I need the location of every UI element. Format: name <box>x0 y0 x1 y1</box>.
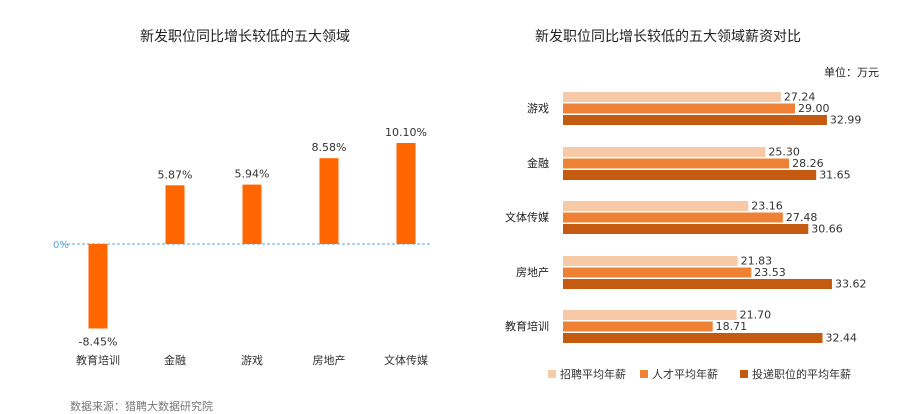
bar <box>563 333 823 343</box>
data-label: 30.66 <box>811 223 843 236</box>
bar <box>563 147 766 157</box>
bar <box>563 321 713 332</box>
bar <box>563 158 790 169</box>
legend-swatch <box>640 370 648 378</box>
y-tick-label: 游戏 <box>527 102 549 115</box>
bar <box>563 212 783 223</box>
bar <box>563 115 827 125</box>
right-chart-title: 新发职位同比增长较低的五大领域薪资对比 <box>535 29 801 45</box>
data-label: 18.71 <box>716 320 748 333</box>
bar <box>165 185 185 244</box>
data-label: 5.87% <box>158 168 193 181</box>
bar <box>88 244 108 329</box>
data-label: 32.44 <box>826 332 858 345</box>
bar <box>319 158 339 244</box>
bar <box>563 279 832 289</box>
data-label: 23.53 <box>754 266 786 279</box>
data-label: 31.65 <box>819 169 851 182</box>
data-label: 29.00 <box>798 102 830 115</box>
x-tick-label: 文体传媒 <box>384 353 428 367</box>
data-label: 27.48 <box>786 211 818 224</box>
data-label: 8.58% <box>312 141 347 154</box>
bar <box>563 267 752 278</box>
data-label: -8.45% <box>79 336 118 349</box>
legend-label: 投递职位的平均年薪 <box>752 367 851 381</box>
bar <box>242 184 262 244</box>
x-tick-label: 教育培训 <box>76 353 120 367</box>
bar <box>563 103 795 114</box>
data-label: 21.83 <box>741 255 773 268</box>
left-chart-title: 新发职位同比增长较低的五大领域 <box>140 29 350 45</box>
unit-label: 单位：万元 <box>824 66 879 79</box>
y-tick-label: 文体传媒 <box>505 210 549 224</box>
bar <box>563 170 817 180</box>
data-label: 27.24 <box>784 91 816 104</box>
data-label: 21.70 <box>740 309 772 322</box>
data-label: 25.30 <box>768 146 800 159</box>
data-label: 32.99 <box>830 114 862 127</box>
data-label: 10.10% <box>385 126 427 139</box>
bar <box>396 143 416 244</box>
bar <box>563 224 809 234</box>
bar <box>563 201 749 211</box>
y-tick-label: 房地产 <box>516 265 549 279</box>
y-tick-label: 教育培训 <box>505 319 549 333</box>
x-tick-label: 游戏 <box>241 354 263 367</box>
bar <box>563 92 781 102</box>
x-tick-label: 金融 <box>164 353 186 367</box>
data-label: 23.16 <box>751 200 783 213</box>
legend-label: 招聘平均年薪 <box>560 367 626 381</box>
data-label: 33.62 <box>835 278 867 291</box>
x-tick-label: 房地产 <box>313 353 346 367</box>
bar <box>563 256 738 266</box>
data-label: 5.94% <box>235 168 270 181</box>
data-label: 28.26 <box>792 157 824 170</box>
legend-swatch <box>548 370 556 378</box>
zero-label: 0% <box>53 240 69 251</box>
legend-swatch <box>740 370 748 378</box>
legend-label: 人才平均年薪 <box>652 367 718 381</box>
bar <box>563 310 737 320</box>
y-tick-label: 金融 <box>527 156 549 170</box>
